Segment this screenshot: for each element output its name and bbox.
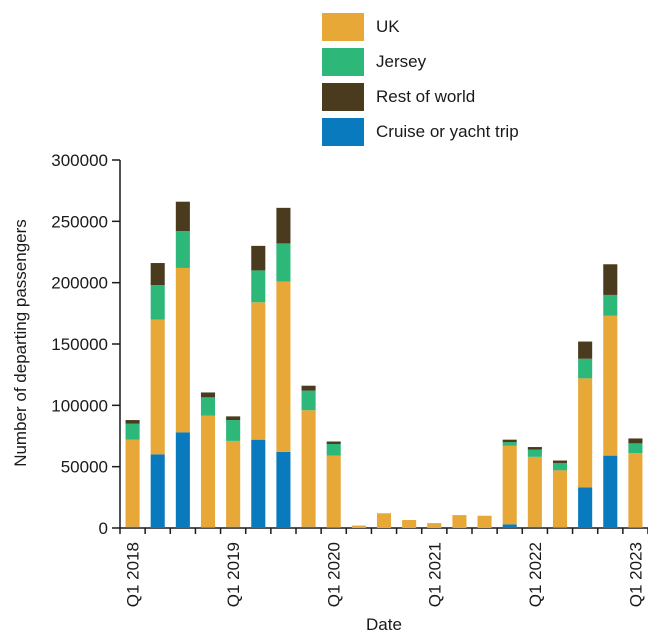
bar-segment-jersey — [150, 285, 165, 320]
bar-segment-rest-of-world — [200, 392, 216, 398]
bar-segment-jersey — [125, 423, 140, 440]
bar-segment-rest-of-world — [326, 441, 341, 444]
bar-segment-uk — [226, 440, 241, 527]
y-tick-label: 0 — [99, 519, 108, 538]
bar-segment-uk — [351, 525, 366, 528]
bar-segment-uk — [326, 455, 341, 528]
bar-segment-rest-of-world — [301, 385, 316, 391]
x-tick-label: Q1 2022 — [526, 542, 545, 607]
legend-item-jersey: Jersey — [322, 45, 519, 79]
bar-segment-uk — [477, 515, 492, 528]
bar-segment-uk — [452, 515, 467, 528]
bar-segment-rest-of-world — [502, 439, 517, 443]
legend-swatch-jersey — [322, 48, 364, 76]
bar-segment-jersey — [251, 270, 266, 303]
bar-segment-cruise-or-yacht-trip — [125, 526, 140, 528]
bar-segment-uk — [125, 439, 140, 527]
legend-label-jersey: Jersey — [376, 52, 427, 71]
legend-swatch-uk — [322, 13, 364, 41]
x-tick-label: Q1 2019 — [224, 542, 243, 607]
bar-segment-rest-of-world — [603, 264, 618, 295]
legend-label-uk: UK — [376, 17, 400, 36]
bar-segment-uk — [175, 267, 190, 433]
bar-segment-cruise-or-yacht-trip — [628, 527, 643, 528]
bar-segment-uk — [628, 453, 643, 528]
legend-item-cruise: Cruise or yacht trip — [322, 115, 519, 149]
bar-segment-rest-of-world — [552, 460, 568, 463]
bar-segment-uk — [502, 445, 517, 525]
bar-segment-jersey — [276, 243, 291, 282]
x-tick-label: Q1 2018 — [124, 542, 143, 607]
bar-segment-cruise-or-yacht-trip — [527, 526, 542, 528]
bar-segment-cruise-or-yacht-trip — [175, 432, 190, 528]
y-axis-label: Number of departing passengers — [11, 219, 30, 467]
bar-segment-jersey — [578, 358, 593, 379]
legend-label-rest-of-world: Rest of world — [376, 87, 476, 106]
bar-segment-jersey — [552, 462, 568, 471]
bar-segment-rest-of-world — [628, 438, 643, 444]
x-tick-label: Q1 2021 — [425, 542, 444, 607]
bar-segment-cruise-or-yacht-trip — [578, 487, 593, 528]
bar-segment-rest-of-world — [276, 207, 291, 244]
bar-segment-cruise-or-yacht-trip — [251, 439, 266, 528]
bars — [125, 201, 643, 528]
bar-segment-uk — [603, 315, 618, 456]
x-tick-label: Q1 2023 — [626, 542, 645, 607]
legend-swatch-rest-of-world — [322, 83, 364, 111]
y-tick-label: 250000 — [51, 212, 108, 231]
bar-segment-uk — [402, 520, 417, 528]
bar-segment-rest-of-world — [251, 245, 266, 271]
bar-segment-jersey — [175, 231, 190, 268]
bar-segment-rest-of-world — [125, 420, 140, 424]
bar-segment-cruise-or-yacht-trip — [200, 527, 216, 528]
bar-segment-uk — [150, 319, 165, 455]
x-tick-label: Q1 2020 — [325, 542, 344, 607]
y-tick-label: 100000 — [51, 396, 108, 415]
bar-segment-cruise-or-yacht-trip — [603, 455, 618, 528]
bar-segment-rest-of-world — [150, 263, 165, 286]
x-axis-label: Date — [366, 615, 402, 634]
y-tick-label: 300000 — [51, 151, 108, 170]
chart-legend: UK Jersey Rest of world Cruise or yacht … — [322, 10, 519, 150]
y-tick-label: 50000 — [61, 458, 108, 477]
bar-segment-cruise-or-yacht-trip — [150, 454, 165, 528]
bar-segment-cruise-or-yacht-trip — [326, 527, 341, 528]
bar-segment-rest-of-world — [226, 416, 241, 421]
legend-item-rest-of-world: Rest of world — [322, 80, 519, 114]
y-tick-label: 150000 — [51, 335, 108, 354]
bar-segment-uk — [301, 410, 316, 527]
bar-segment-jersey — [628, 443, 643, 454]
bar-segment-jersey — [603, 294, 618, 316]
bar-segment-cruise-or-yacht-trip — [276, 451, 291, 528]
bar-segment-rest-of-world — [175, 201, 190, 232]
bar-segment-jersey — [326, 443, 341, 456]
bar-segment-cruise-or-yacht-trip — [552, 527, 568, 528]
bar-segment-cruise-or-yacht-trip — [226, 526, 241, 528]
axis-labels: Number of departing passengers Date — [11, 219, 402, 634]
bar-segment-uk — [276, 281, 291, 452]
bar-segment-rest-of-world — [578, 341, 593, 359]
bar-segment-uk — [527, 456, 542, 527]
bar-segment-uk — [251, 302, 266, 440]
bar-segment-jersey — [226, 420, 241, 441]
bar-segment-uk — [376, 513, 392, 528]
bar-segment-uk — [200, 415, 216, 528]
bar-segment-rest-of-world — [527, 447, 542, 450]
bar-segment-jersey — [527, 449, 542, 457]
bar-segment-cruise-or-yacht-trip — [301, 526, 316, 528]
bar-segment-uk — [578, 378, 593, 488]
bar-segment-cruise-or-yacht-trip — [502, 524, 517, 528]
bar-segment-uk — [427, 523, 442, 528]
legend-label-cruise: Cruise or yacht trip — [376, 122, 519, 141]
bar-segment-jersey — [301, 390, 316, 411]
y-tick-label: 200000 — [51, 274, 108, 293]
legend-swatch-cruise — [322, 118, 364, 146]
legend-item-uk: UK — [322, 10, 519, 44]
bar-segment-jersey — [502, 442, 517, 446]
bar-segment-jersey — [200, 397, 216, 416]
bar-segment-uk — [552, 470, 568, 528]
axes: 0 50000 100000 150000 200000 250000 300000 Q1 2… — [51, 151, 648, 607]
